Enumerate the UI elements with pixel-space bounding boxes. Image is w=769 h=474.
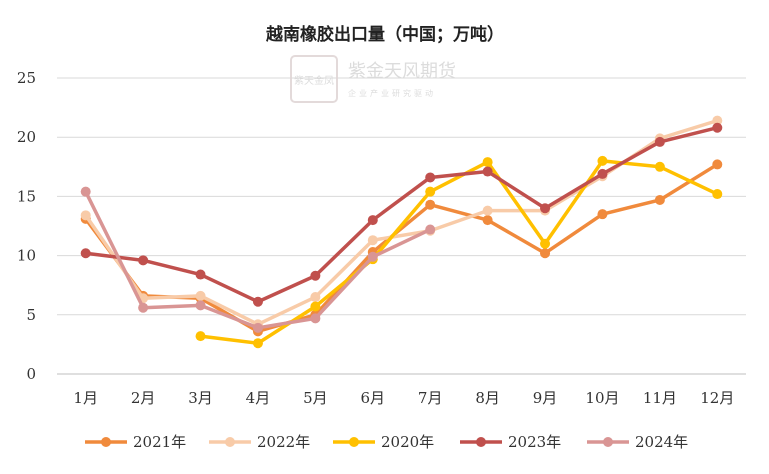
- data-point: [80, 248, 91, 259]
- data-point: [195, 300, 206, 311]
- x-tick-label: 7月: [418, 389, 443, 407]
- watermark-seal-text: 紫天金凤: [294, 74, 334, 87]
- data-point: [310, 301, 321, 312]
- series-line: [198, 159, 720, 345]
- series-group: [80, 115, 723, 349]
- data-point: [138, 302, 149, 313]
- data-point: [252, 338, 263, 349]
- legend: 2021年 2022年 2020年 2023年 2024年: [85, 433, 688, 451]
- x-tick-label: 9月: [533, 389, 558, 407]
- data-point: [712, 122, 723, 133]
- data-point: [252, 296, 263, 307]
- data-point: [540, 203, 551, 214]
- legend-swatch-marker: [225, 437, 235, 447]
- legend-label: 2021年: [133, 433, 186, 451]
- data-point: [712, 159, 723, 170]
- data-point: [482, 205, 493, 216]
- data-point: [712, 189, 723, 200]
- data-point: [540, 238, 551, 249]
- series-2020年: [195, 155, 723, 349]
- legend-label: 2023年: [508, 433, 561, 451]
- x-tick-label: 11月: [643, 389, 677, 407]
- legend-swatch-marker: [101, 437, 111, 447]
- data-point: [597, 155, 608, 166]
- data-point: [80, 210, 91, 221]
- x-tick-label: 6月: [361, 389, 386, 407]
- y-tick-label: 5: [26, 306, 36, 324]
- legend-item: 2022年: [209, 433, 310, 451]
- x-axis: 1月 2月 3月 4月 5月 6月 7月 8月 9月 10月 11月 12月: [73, 389, 734, 407]
- legend-label: 2022年: [257, 433, 310, 451]
- y-tick-label: 10: [17, 247, 36, 265]
- legend-swatch-marker: [349, 437, 359, 447]
- data-point: [654, 194, 665, 205]
- watermark-brand: 紫金天风期货: [348, 61, 456, 82]
- series-line: [83, 118, 720, 327]
- data-point: [367, 251, 378, 262]
- data-point: [540, 248, 551, 259]
- data-point: [310, 270, 321, 281]
- y-axis: 0 5 10 15 20 25: [17, 69, 36, 383]
- data-point: [597, 209, 608, 220]
- data-point: [367, 215, 378, 226]
- watermark-slogan: 企业产业研究驱动: [348, 88, 436, 98]
- legend-swatch-marker: [603, 437, 613, 447]
- legend-item: 2023年: [460, 433, 561, 451]
- data-point: [482, 157, 493, 168]
- gridlines: [57, 77, 746, 375]
- y-tick-label: 0: [26, 365, 36, 383]
- legend-item: 2020年: [333, 433, 434, 451]
- data-point: [654, 161, 665, 172]
- data-point: [482, 215, 493, 226]
- x-tick-label: 5月: [303, 389, 328, 407]
- series-2023年: [80, 122, 723, 307]
- data-point: [195, 290, 206, 301]
- x-tick-label: 10月: [585, 389, 619, 407]
- data-point: [195, 269, 206, 280]
- x-tick-label: 3月: [188, 389, 213, 407]
- y-tick-label: 15: [17, 187, 36, 205]
- data-point: [310, 292, 321, 303]
- legend-item: 2021年: [85, 433, 186, 451]
- data-point: [310, 313, 321, 324]
- data-point: [195, 331, 206, 342]
- data-point: [654, 136, 665, 147]
- x-tick-label: 2月: [131, 389, 156, 407]
- data-point: [252, 322, 263, 333]
- series-2024年: [80, 186, 436, 333]
- legend-label: 2020年: [381, 433, 434, 451]
- x-tick-label: 8月: [475, 389, 500, 407]
- chart-title: 越南橡胶出口量（中国；万吨）: [265, 24, 504, 45]
- data-point: [138, 255, 149, 266]
- data-point: [425, 172, 436, 183]
- data-point: [80, 186, 91, 197]
- data-point: [367, 235, 378, 246]
- legend-swatch-marker: [476, 437, 486, 447]
- series-2022年: [80, 115, 723, 330]
- legend-label: 2024年: [635, 433, 688, 451]
- series-line: [83, 125, 720, 304]
- data-point: [425, 199, 436, 210]
- y-tick-label: 25: [17, 69, 36, 87]
- watermark-seal: [290, 55, 338, 103]
- data-point: [597, 168, 608, 179]
- legend-item: 2024年: [587, 433, 688, 451]
- y-tick-label: 20: [17, 128, 36, 146]
- data-point: [425, 186, 436, 197]
- x-tick-label: 4月: [246, 389, 271, 407]
- data-point: [425, 224, 436, 235]
- data-point: [482, 166, 493, 177]
- watermark: 紫天金凤 紫金天风期货 企业产业研究驱动: [290, 55, 456, 103]
- x-tick-label: 12月: [700, 389, 734, 407]
- data-point: [712, 115, 723, 126]
- x-tick-label: 1月: [73, 389, 98, 407]
- series-2021年: [80, 159, 723, 337]
